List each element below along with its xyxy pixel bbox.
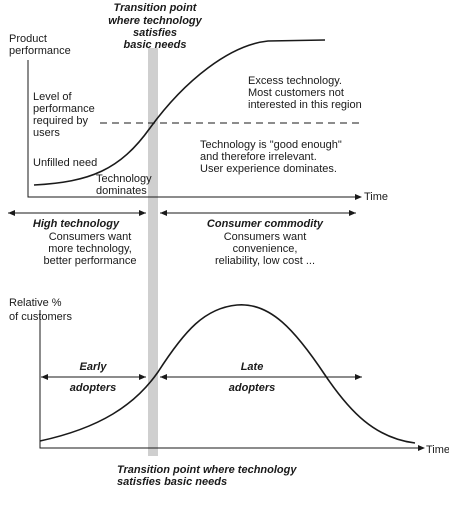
upper-y-label-2: performance (9, 45, 71, 57)
high-tech-arrowhead-left (8, 210, 15, 216)
late-arrowhead-right (355, 374, 362, 380)
commodity-arrowhead-left (160, 210, 167, 216)
commodity-line-1: Consumers want (224, 231, 307, 243)
tech-dominates-2: dominates (96, 185, 147, 197)
upper-axes (27, 60, 355, 198)
high-tech-line-1: Consumers want (49, 231, 132, 243)
commodity-line-3: reliability, low cost ... (215, 255, 315, 267)
tech-dominates-1: Technology (96, 173, 152, 185)
level-label-1: Level of (33, 91, 72, 103)
upper-y-label-1: Product (9, 33, 47, 45)
high-tech-title: High technology (33, 218, 120, 230)
excess-3: interested in this region (248, 99, 362, 111)
unfilled-need-label: Unfilled need (33, 157, 97, 169)
lower-x-label: Time (426, 444, 449, 456)
performance-curve (33, 39, 326, 186)
level-label-3: required by (33, 115, 89, 127)
bottom-note-line-2: satisfies basic needs (117, 476, 227, 488)
early-label: Early (80, 361, 108, 373)
commodity-line-2: convenience, (233, 243, 298, 255)
adopters-right-label: adopters (229, 382, 275, 394)
top-note-line-2: where technology (108, 15, 202, 27)
top-note-line-4: basic needs (124, 39, 187, 51)
high-tech-line-3: better performance (44, 255, 137, 267)
lower-x-arrowhead (418, 445, 425, 451)
top-note-line-3: satisfies (133, 27, 177, 39)
high-tech-arrowhead-right (139, 210, 146, 216)
lower-chart: Relative % of customers Time Early adopt… (9, 297, 449, 456)
lower-axes (39, 310, 418, 449)
lower-y-label-1: Relative % (9, 297, 62, 309)
upper-chart: Product performance Time Level of perfor… (8, 33, 388, 267)
level-label-4: users (33, 127, 60, 139)
bottom-note-line-1: Transition point where technology (117, 464, 297, 476)
commodity-arrowhead-right (349, 210, 356, 216)
excess-1: Excess technology. (248, 75, 342, 87)
adopters-left-label: adopters (70, 382, 116, 394)
good-enough-3: User experience dominates. (200, 163, 337, 175)
bottom-transition-note: Transition point where technology satisf… (117, 464, 297, 488)
good-enough-2: and therefore irrelevant. (200, 151, 317, 163)
transition-band (148, 48, 158, 456)
excess-2: Most customers not (248, 87, 344, 99)
top-transition-note: Transition point where technology satisf… (108, 2, 202, 51)
late-label: Late (241, 361, 264, 373)
early-arrowhead-left (41, 374, 48, 380)
upper-x-arrowhead (355, 194, 362, 200)
lower-y-label-2: of customers (9, 311, 72, 323)
late-arrowhead-left (160, 374, 167, 380)
top-note-line-1: Transition point (114, 2, 198, 14)
early-arrowhead-right (139, 374, 146, 380)
commodity-title: Consumer commodity (207, 218, 324, 230)
high-tech-line-2: more technology, (48, 243, 132, 255)
upper-x-label: Time (364, 191, 388, 203)
good-enough-1: Technology is "good enough" (200, 139, 342, 151)
level-label-2: performance (33, 103, 95, 115)
adoption-curve (39, 304, 416, 444)
